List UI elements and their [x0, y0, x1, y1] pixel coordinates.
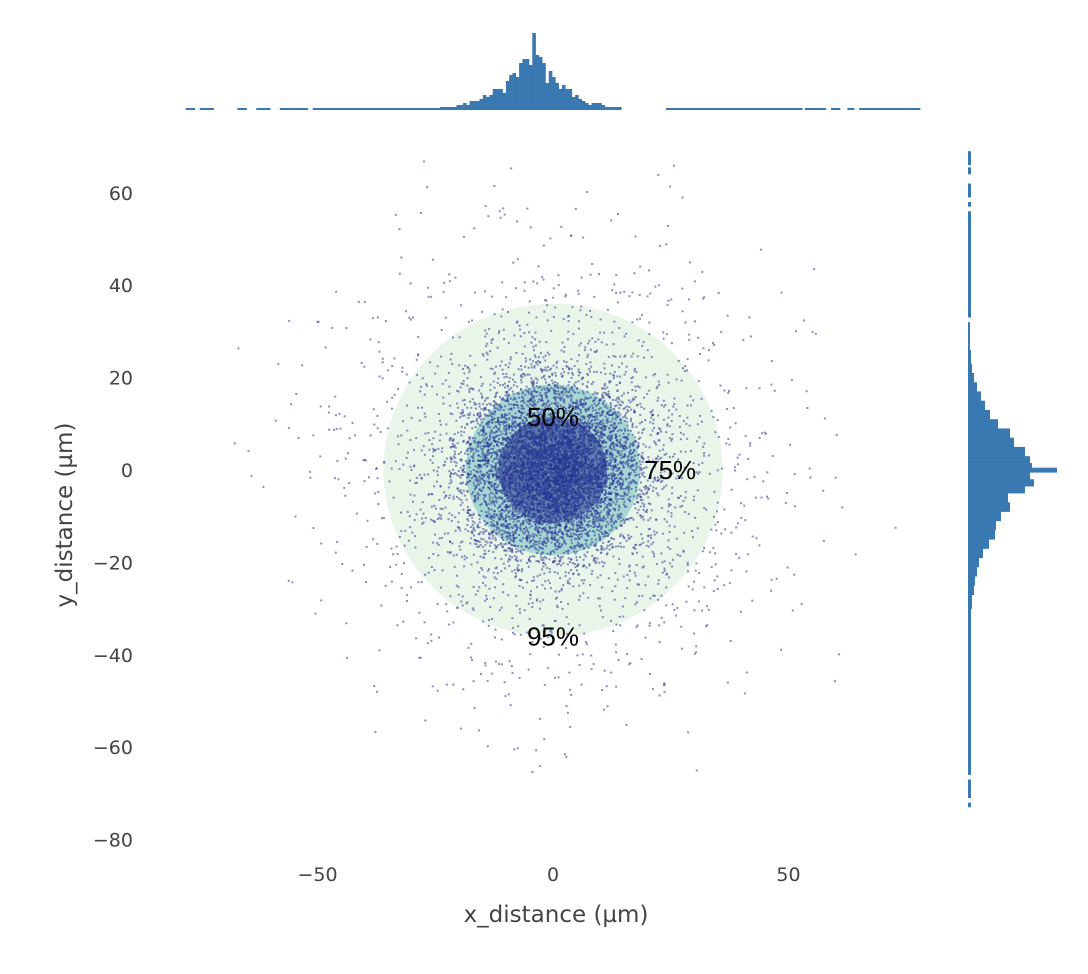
ring-label-75pct: 75% [644, 455, 696, 485]
y-axis-title: y_distance (µm) [52, 423, 78, 608]
x-marginal-histogram [185, 33, 921, 110]
y-tick-label: −60 [93, 737, 133, 759]
x-tick-label: 50 [776, 864, 800, 886]
x-tick-label: 0 [547, 864, 559, 886]
y-marginal-histogram [968, 151, 1057, 808]
ring-label-50pct: 50% [527, 402, 579, 432]
x-axis-title: x_distance (µm) [464, 902, 649, 928]
ring-label-95pct: 95% [527, 621, 579, 651]
y-axis-ticks: 60 40 20 0 −20 −40 −60 −80 [93, 183, 133, 852]
scatter-points [233, 160, 897, 773]
y-tick-label: 60 [109, 183, 133, 205]
y-tick-label: −20 [93, 552, 133, 574]
y-tick-label: −40 [93, 645, 133, 667]
y-tick-label: 40 [109, 275, 133, 297]
y-tick-label: 20 [109, 368, 133, 390]
y-tick-label: −80 [93, 830, 133, 852]
x-axis-ticks: −50 0 50 [297, 864, 800, 886]
x-tick-label: −50 [297, 864, 337, 886]
percentile-labels: 50% 75% 95% [527, 402, 696, 651]
y-tick-label: 0 [121, 460, 133, 482]
